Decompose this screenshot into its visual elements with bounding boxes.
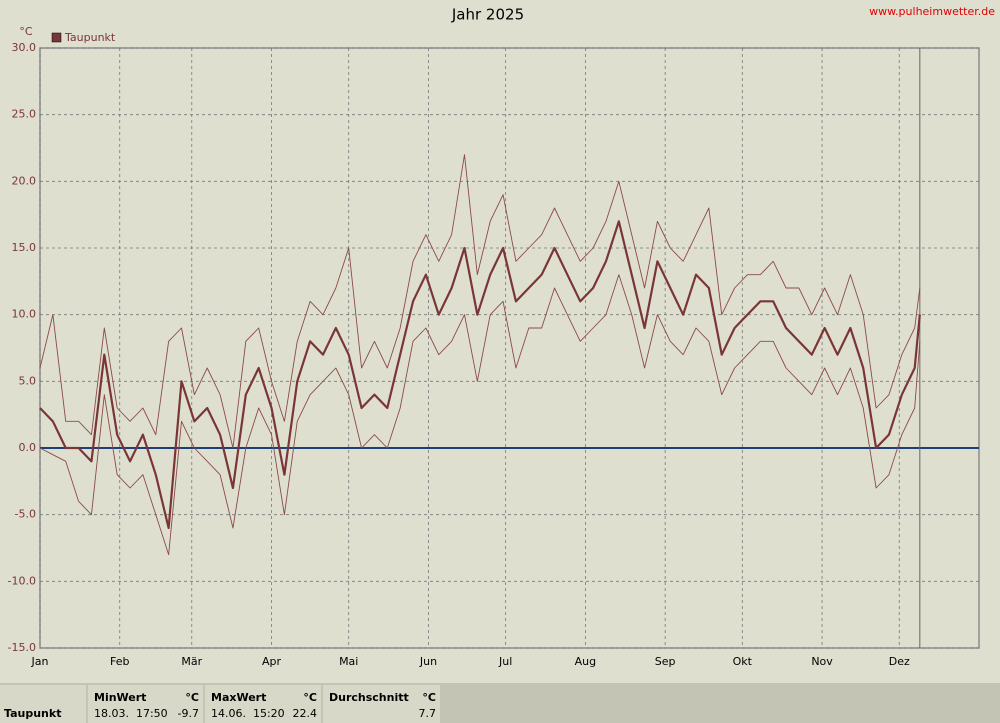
- y-tick-label: 0.0: [19, 441, 37, 454]
- y-tick-label: 25.0: [12, 108, 37, 121]
- stats-unit: °C: [303, 691, 317, 704]
- source: www.pulheimwetter.de: [869, 5, 995, 18]
- stats-unit: °C: [422, 691, 436, 704]
- legend-label: Taupunkt: [64, 31, 116, 44]
- stats-time: 14.06. 15:20: [211, 707, 285, 720]
- x-tick-label: Mär: [181, 655, 202, 668]
- y-unit: °C: [19, 25, 33, 38]
- x-tick-label: Apr: [262, 655, 282, 668]
- y-tick-label: -5.0: [15, 508, 36, 521]
- legend-swatch: [51, 32, 62, 43]
- chart: Jahr 2025 www.pulheimwetter.de °C Taupun…: [8, 5, 996, 668]
- y-tick-label: 10.0: [12, 308, 37, 321]
- series-line: [39, 220, 921, 530]
- stats-value: -9.7: [177, 707, 199, 720]
- chart-title: Jahr 2025: [451, 6, 524, 24]
- x-tick-label: Okt: [733, 655, 753, 668]
- y-tick-label: 20.0: [12, 174, 37, 187]
- x-tick-label: Feb: [110, 655, 129, 668]
- stats-value: 7.7: [418, 707, 437, 720]
- x-tick-label: Jul: [498, 655, 512, 668]
- stats-cell: Durchschnitt °C 7.7: [323, 685, 440, 723]
- y-tick-label: -10.0: [8, 574, 36, 587]
- x-tick-label: Jan: [31, 655, 49, 668]
- stats-row-label-cell: Taupunkt: [0, 685, 86, 723]
- x-tick-label: Jun: [419, 655, 437, 668]
- stats-unit: °C: [185, 691, 199, 704]
- x-tick-label: Mai: [339, 655, 358, 668]
- plot-area: [39, 47, 980, 649]
- series-line: [39, 154, 921, 449]
- stats-title: Durchschnitt: [329, 691, 409, 704]
- y-tick-label: 30.0: [12, 41, 37, 54]
- y-tick-label: -15.0: [8, 641, 36, 654]
- x-tick-label: Dez: [889, 655, 910, 668]
- x-tick-label: Aug: [575, 655, 596, 668]
- y-tick-label: 15.0: [12, 241, 37, 254]
- x-tick-label: Sep: [655, 655, 676, 668]
- x-tick-label: Nov: [811, 655, 833, 668]
- stats-table: Taupunkt MinWert °C 18.03. 17:50 -9.7 Ma…: [0, 683, 1000, 723]
- stats-cell: MaxWert °C 14.06. 15:20 22.4: [205, 685, 321, 723]
- stats-value: 22.4: [292, 707, 318, 720]
- stats-time: 18.03. 17:50: [94, 707, 168, 720]
- stats-cell: MinWert °C 18.03. 17:50 -9.7: [88, 685, 203, 723]
- y-tick-label: 5.0: [19, 374, 37, 387]
- series-line: [39, 274, 921, 556]
- stats-title: MinWert: [94, 691, 147, 704]
- stats-row-label: Taupunkt: [4, 707, 62, 720]
- stats-title: MaxWert: [211, 691, 267, 704]
